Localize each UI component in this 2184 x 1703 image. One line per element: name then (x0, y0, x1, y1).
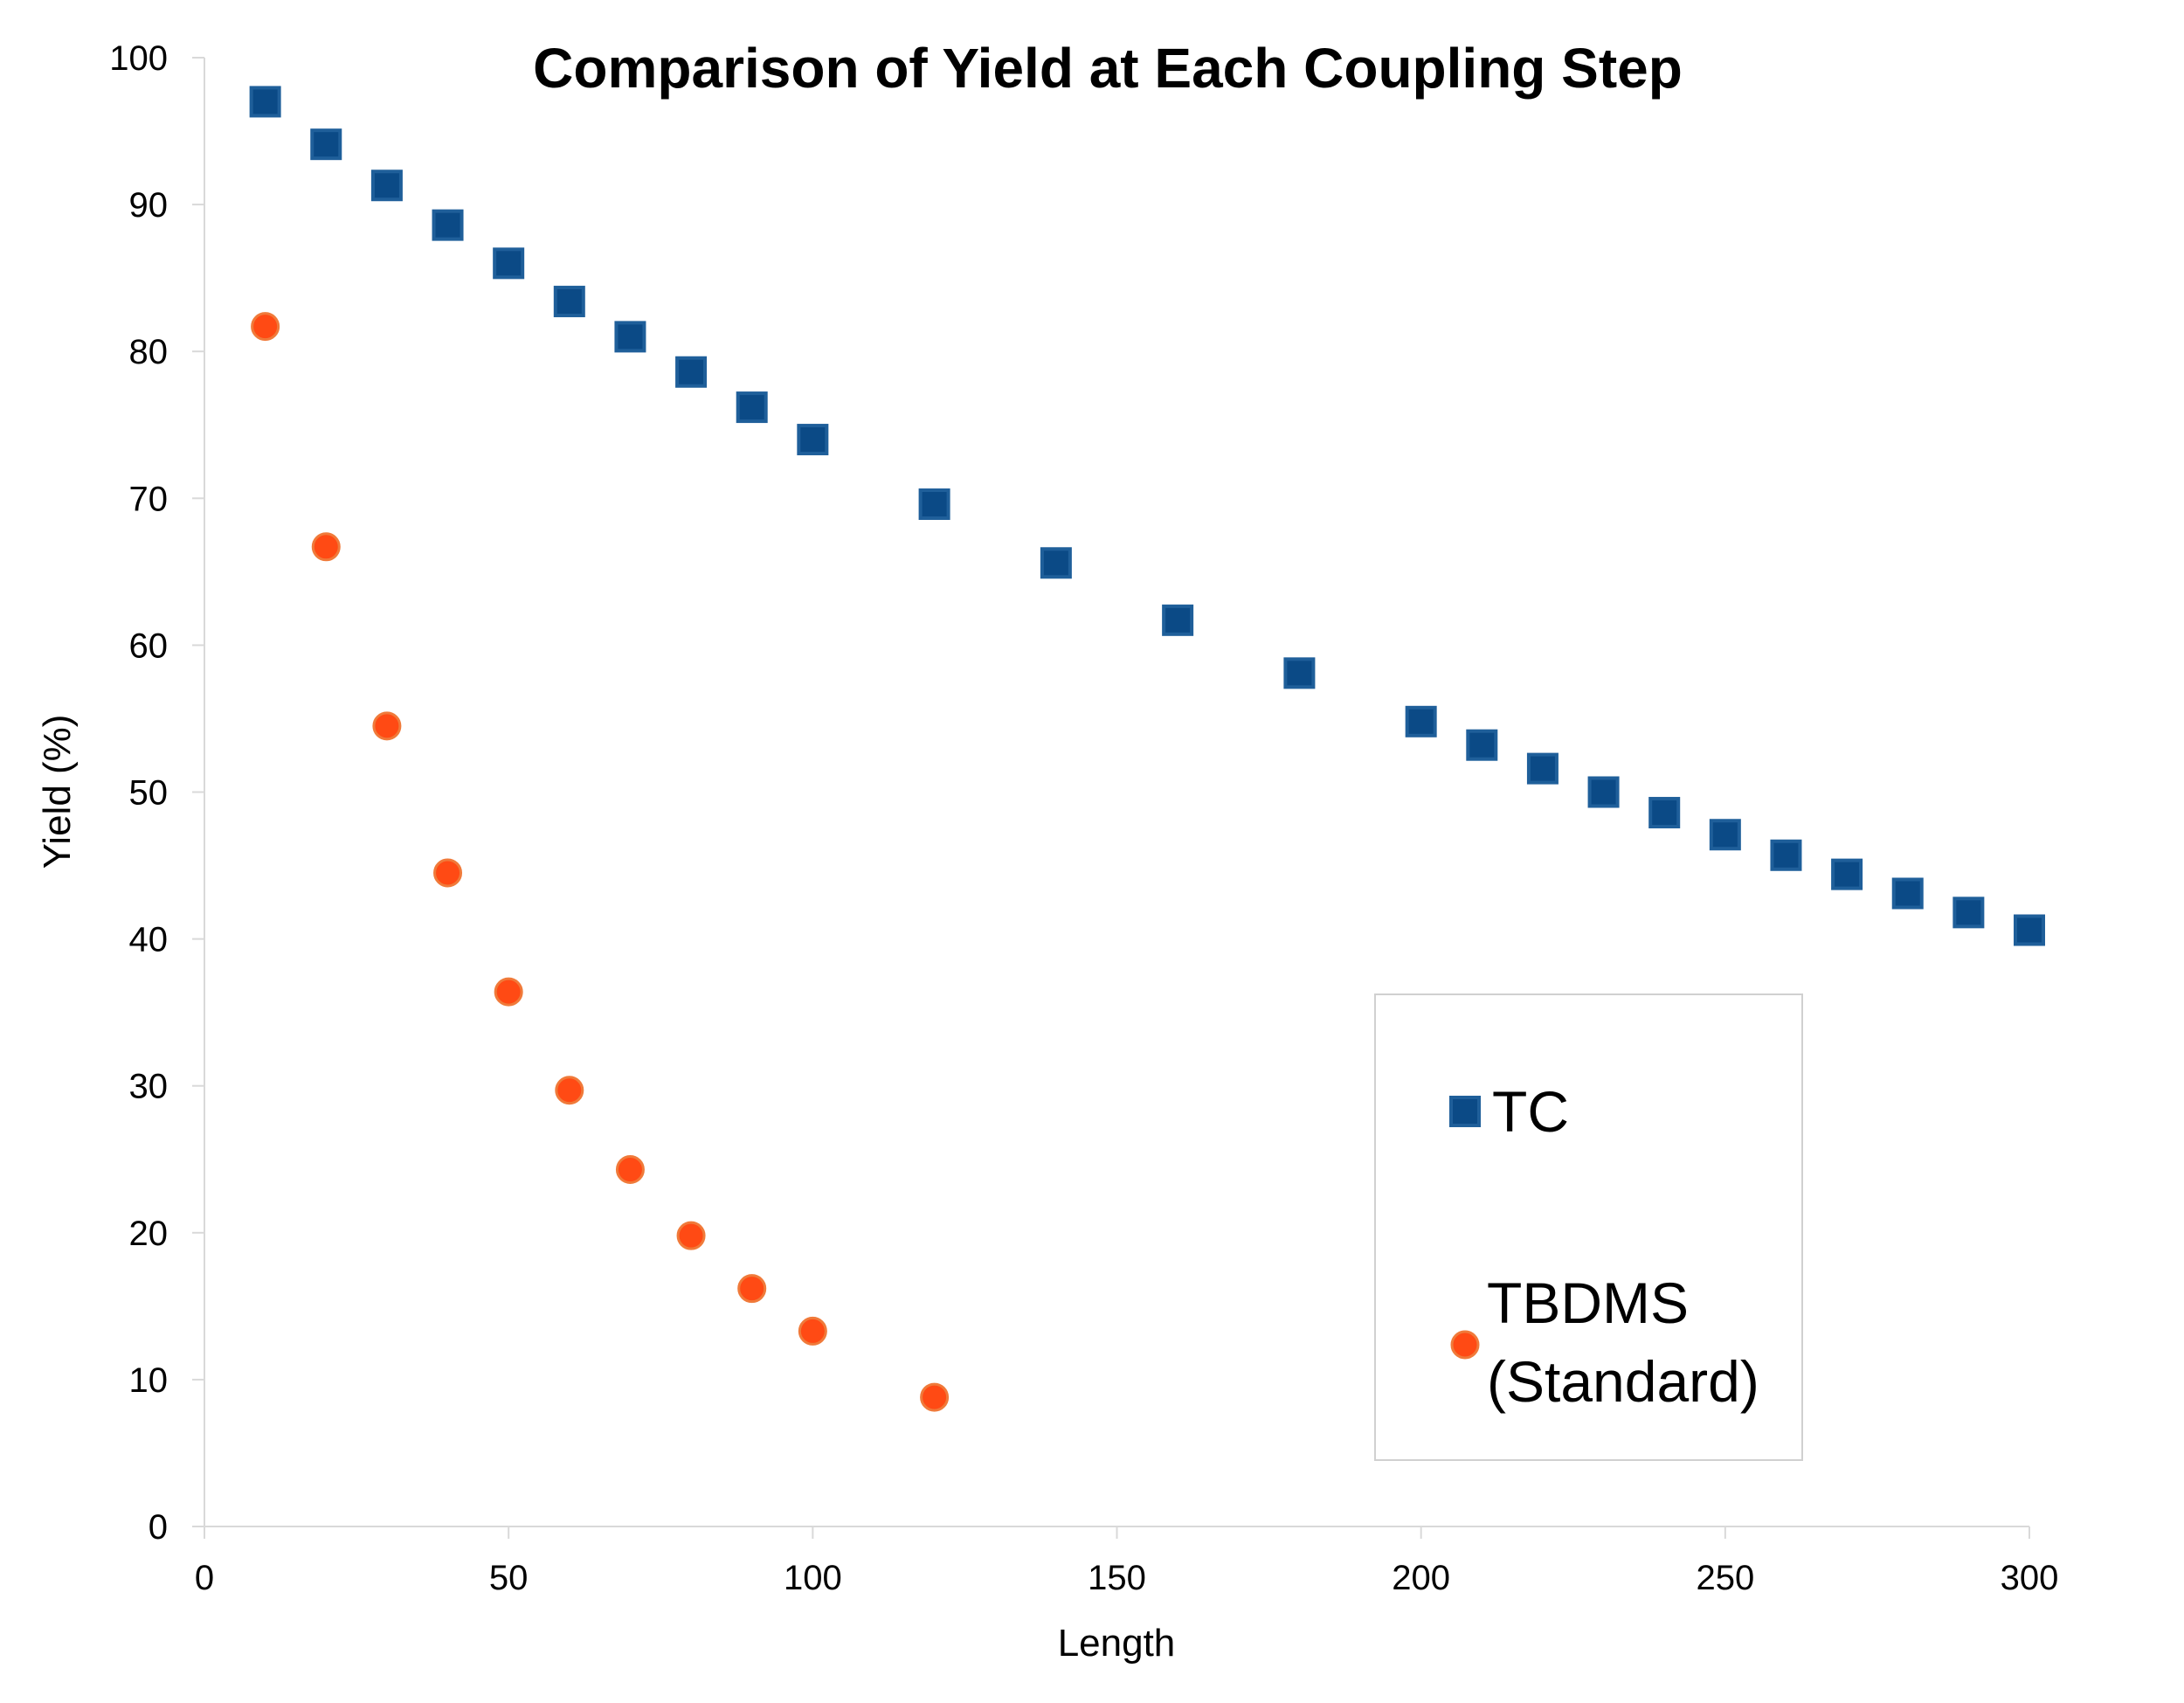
data-point-tbdms (798, 1316, 827, 1346)
data-point-tc (614, 321, 646, 353)
y-tick-label: 90 (129, 186, 169, 225)
x-tick-label: 100 (784, 1559, 842, 1597)
data-point-tc (310, 128, 342, 161)
y-tick-label: 30 (129, 1068, 169, 1106)
data-point-tbdms (615, 1155, 645, 1185)
y-axis-ticks: 0 10 20 30 40 50 60 70 80 90 100 (109, 39, 204, 1547)
data-point-tc (1526, 752, 1559, 785)
x-tick-label: 0 (195, 1559, 214, 1597)
x-tick-label: 300 (2001, 1559, 2059, 1597)
y-tick-label: 80 (129, 333, 169, 371)
data-point-tc (918, 488, 950, 521)
y-tick-label: 20 (129, 1215, 169, 1253)
data-point-tc (1283, 657, 1316, 689)
data-point-tc (1162, 604, 1194, 636)
data-point-tbdms (555, 1076, 584, 1105)
y-axis-title: Yield (%) (36, 715, 79, 869)
x-tick-label: 250 (1696, 1559, 1754, 1597)
y-tick-label: 0 (149, 1508, 168, 1547)
x-axis-title: Length (1058, 1622, 1176, 1665)
data-point-tbdms (676, 1221, 706, 1250)
series-tbdms (251, 312, 950, 1412)
data-point-tbdms (251, 312, 280, 342)
y-tick-label: 10 (129, 1361, 169, 1400)
legend-marker-tc (1449, 1096, 1481, 1127)
data-point-tbdms (920, 1382, 950, 1412)
data-point-tbdms (494, 977, 523, 1007)
data-point-tc (736, 391, 768, 424)
data-point-tc (675, 356, 708, 388)
data-point-tbdms (372, 711, 402, 741)
data-point-tbdms (433, 858, 463, 888)
y-tick-label: 60 (129, 627, 169, 665)
x-tick-label: 200 (1392, 1559, 1450, 1597)
data-point-tc (249, 86, 281, 118)
x-axis-ticks: 0 50 100 150 200 250 300 (195, 1526, 2059, 1597)
legend-box (1374, 993, 1803, 1461)
data-point-tc (1587, 776, 1620, 808)
data-point-tc (1040, 547, 1072, 579)
y-tick-label: 100 (109, 39, 168, 78)
legend-label-tbdms-line1: TBDMS (1487, 1270, 1689, 1335)
data-point-tc (370, 170, 403, 202)
series-tc (249, 86, 2045, 946)
y-tick-label: 50 (129, 774, 169, 813)
legend-label-tbdms-line2: (Standard) (1487, 1349, 1759, 1414)
data-point-tc (432, 209, 464, 241)
data-point-tc (1952, 896, 1985, 929)
data-point-tc (1466, 729, 1498, 761)
legend: TC TBDMS (Standard) (1374, 993, 1803, 1461)
data-point-tc (1770, 839, 1802, 871)
data-point-tc (1405, 705, 1437, 737)
legend-label-tc: TC (1492, 1079, 1569, 1144)
data-point-tc (2014, 914, 2045, 946)
data-point-tc (1648, 797, 1681, 829)
data-point-tc (1709, 819, 1741, 851)
legend-marker-tbdms (1450, 1330, 1480, 1360)
y-tick-label: 70 (129, 480, 169, 518)
y-tick-label: 40 (129, 921, 169, 959)
data-point-tbdms (311, 532, 341, 562)
data-point-tc (553, 286, 585, 318)
data-point-tc (1891, 877, 1924, 910)
series-layer (249, 86, 2045, 1412)
x-tick-label: 150 (1088, 1559, 1146, 1597)
chart-title: Comparison of Yield at Each Coupling Ste… (533, 37, 1683, 100)
x-tick-label: 50 (489, 1559, 529, 1597)
data-point-tc (1831, 858, 1863, 890)
data-point-tbdms (737, 1274, 767, 1304)
data-point-tc (493, 247, 525, 280)
data-point-tc (797, 424, 829, 456)
